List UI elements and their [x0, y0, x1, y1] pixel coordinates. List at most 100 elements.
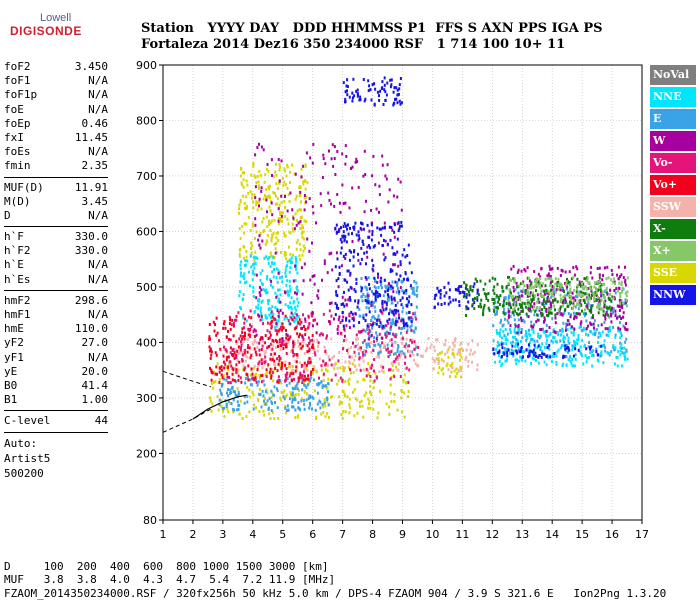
echo-point-nnw — [378, 227, 381, 231]
echo-point-x+ — [533, 280, 536, 283]
echo-point-nne — [269, 278, 272, 282]
echo-point-nnw — [530, 349, 533, 353]
echo-point-x+ — [554, 277, 557, 281]
echo-point-nnw — [392, 312, 395, 316]
echo-point-x- — [526, 276, 529, 280]
echo-point-w — [266, 163, 269, 166]
echo-point-w — [527, 315, 530, 319]
echo-point-nnw — [351, 99, 354, 103]
echo-point-nne — [559, 346, 562, 350]
echo-point-w — [595, 294, 598, 297]
echo-point-nne — [534, 345, 536, 349]
echo-point-nnw — [454, 288, 457, 291]
echo-point-e — [401, 326, 404, 330]
echo-point-e — [416, 353, 419, 357]
echo-point-ssw — [444, 339, 447, 343]
echo-point-vo+ — [290, 378, 293, 382]
echo-point-e — [521, 318, 524, 322]
echo-point-ssw — [330, 337, 333, 341]
echo-point-sse — [400, 410, 403, 414]
echo-point-nnw — [397, 309, 400, 313]
echo-point-nne — [242, 316, 245, 320]
echo-point-sse — [262, 197, 265, 201]
echo-point-vo- — [270, 310, 273, 314]
echo-point-nnw — [458, 304, 461, 307]
echo-point-sse — [303, 196, 306, 200]
echo-point-vo- — [259, 318, 262, 322]
echo-point-w — [336, 327, 339, 331]
echo-point-nne — [561, 364, 564, 368]
echo-point-x+ — [530, 284, 533, 288]
param-group-confidence: C-level 44 — [4, 414, 108, 428]
echo-point-e — [321, 384, 324, 388]
echo-point-nnw — [368, 310, 371, 314]
echo-point-sse — [265, 215, 268, 219]
echo-point-x+ — [513, 277, 516, 280]
echo-point-w — [393, 263, 396, 267]
echo-point-sse — [339, 400, 342, 404]
echo-point-nne — [521, 350, 524, 354]
echo-point-nne — [251, 278, 254, 282]
echo-point-nne — [296, 324, 299, 328]
echo-point-x- — [508, 303, 511, 307]
echo-point-sse — [264, 373, 267, 377]
echo-point-sse — [367, 362, 370, 365]
echo-point-nnw — [500, 342, 503, 346]
echo-point-e — [294, 408, 297, 412]
echo-point-w — [351, 165, 354, 169]
echo-point-w — [316, 322, 319, 326]
echo-point-sse — [274, 170, 277, 174]
echo-point-nne — [284, 268, 287, 272]
echo-point-x- — [480, 305, 483, 309]
echo-point-nnw — [400, 101, 403, 105]
echo-point-w — [342, 202, 345, 205]
echo-point-sse — [263, 180, 266, 184]
echo-point-e — [225, 402, 228, 406]
echo-point-x- — [510, 306, 512, 310]
echo-point-vo- — [266, 346, 269, 350]
echo-point-nne — [239, 263, 242, 267]
echo-point-sse — [272, 379, 275, 383]
echo-point-ssw — [240, 350, 243, 354]
echo-point-w — [254, 223, 257, 227]
echo-point-nnw — [360, 246, 363, 250]
echo-point-sse — [303, 246, 306, 250]
echo-point-x+ — [561, 284, 564, 288]
echo-point-nne — [257, 298, 260, 301]
echo-point-x- — [576, 277, 579, 281]
echo-point-nne — [286, 289, 289, 293]
echo-point-vo- — [239, 376, 242, 380]
echo-point-e — [232, 408, 235, 411]
echo-point-vo- — [367, 332, 370, 335]
echo-point-nnw — [476, 289, 479, 293]
echo-point-nne — [557, 333, 559, 337]
echo-point-vo- — [407, 380, 410, 384]
echo-point-w — [344, 257, 347, 260]
echo-point-w — [284, 291, 287, 295]
echo-point-e — [304, 384, 307, 388]
echo-point-x- — [597, 311, 600, 315]
echo-point-nne — [524, 334, 527, 338]
echo-point-x+ — [568, 294, 571, 297]
echo-point-x- — [607, 306, 610, 310]
echo-point-nnw — [520, 346, 523, 350]
echo-point-nne — [277, 288, 279, 292]
echo-point-e — [391, 322, 394, 325]
echo-point-vo- — [299, 371, 302, 375]
echo-point-nne — [268, 299, 271, 303]
echo-point-x- — [549, 289, 552, 293]
echo-point-vo- — [393, 334, 396, 338]
echo-point-sse — [302, 244, 305, 248]
echo-point-w — [400, 208, 403, 212]
echo-point-ssw — [323, 360, 326, 364]
echo-point-ssw — [331, 356, 334, 360]
echo-point-nne — [549, 332, 552, 336]
echo-point-e — [414, 326, 417, 330]
echo-point-e — [612, 307, 615, 311]
echo-point-e — [307, 397, 310, 401]
echo-point-nne — [515, 362, 518, 366]
echo-point-sse — [348, 365, 350, 369]
echo-point-nne — [247, 270, 250, 274]
param-name: fxI — [4, 130, 24, 144]
echo-point-ssw — [465, 348, 468, 352]
